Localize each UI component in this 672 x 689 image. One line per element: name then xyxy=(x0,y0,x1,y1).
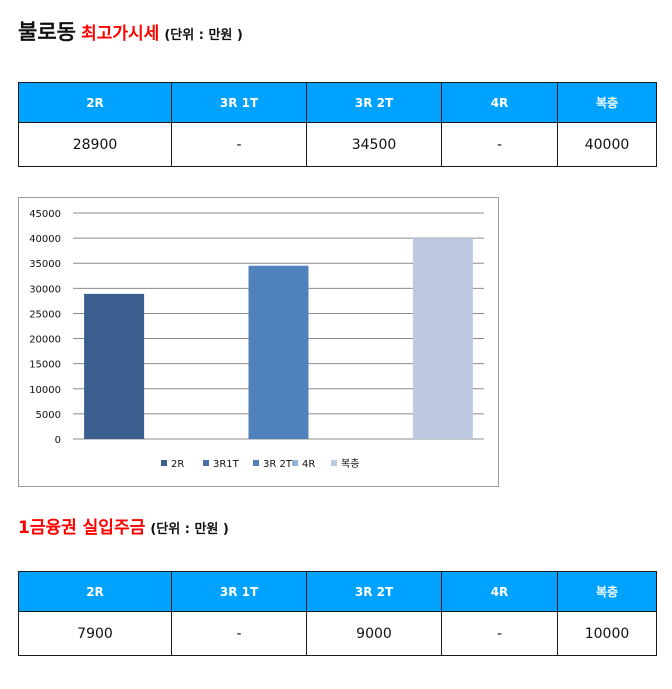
table-cell: 9000 xyxy=(306,611,442,656)
legend-swatch xyxy=(331,460,337,466)
table-row: 28900 - 34500 - 40000 xyxy=(18,122,657,167)
section2-title: 1금융권 실입주금 xyxy=(18,518,146,538)
move-in-cost-table: 2R 3R 1T 3R 2T 4R 복층 7900 - 9000 - 10000 xyxy=(18,571,657,656)
table-cell: 28900 xyxy=(18,122,172,167)
chart-svg: 45000 40000 35000 30000 25000 20000 15000 10000… xyxy=(29,209,484,470)
price-bar-chart: 45000 40000 35000 30000 25000 20000 15000 10000… xyxy=(18,197,499,487)
table-cell: - xyxy=(171,611,307,656)
legend-swatch xyxy=(161,460,167,466)
y-tick-label: 20000 xyxy=(29,335,61,346)
bar-4 xyxy=(412,238,473,439)
bar-0 xyxy=(84,293,145,439)
section2-heading: 1금융권 실입주금 (단위 : 만원 ) xyxy=(18,513,229,538)
y-tick-label: 35000 xyxy=(29,259,61,270)
bar-2 xyxy=(248,265,309,439)
header-cell: 복층 xyxy=(557,82,657,123)
legend-label: 3R1T xyxy=(213,459,240,470)
header-cell: 2R xyxy=(18,571,172,612)
section1-unit: (단위 : 만원 ) xyxy=(164,28,243,43)
table-header-row: 2R 3R 1T 3R 2T 4R 복층 xyxy=(18,571,657,612)
table-header-row: 2R 3R 1T 3R 2T 4R 복층 xyxy=(18,82,657,123)
y-tick-label: 40000 xyxy=(29,234,61,245)
header-cell: 4R xyxy=(441,82,558,123)
y-tick-label: 5000 xyxy=(36,410,61,421)
header-cell: 2R xyxy=(18,82,172,123)
legend-label: 4R xyxy=(302,459,315,470)
table-row: 7900 - 9000 - 10000 xyxy=(18,611,657,656)
table-cell: 34500 xyxy=(306,122,442,167)
legend-swatch xyxy=(253,460,259,466)
table-cell: 40000 xyxy=(557,122,657,167)
table-cell: 7900 xyxy=(18,611,172,656)
section2-unit: (단위 : 만원 ) xyxy=(150,522,229,537)
y-tick-label: 25000 xyxy=(29,309,61,320)
header-cell: 복층 xyxy=(557,571,657,612)
legend-label: 2R xyxy=(171,459,184,470)
legend-label: 복층 xyxy=(341,458,359,470)
section1-title: 불로동 xyxy=(18,20,76,44)
header-cell: 4R xyxy=(441,571,558,612)
table-cell: - xyxy=(171,122,307,167)
header-cell: 3R 1T xyxy=(171,82,307,123)
legend-swatch xyxy=(203,460,209,466)
table-cell: - xyxy=(441,122,558,167)
header-cell: 3R 1T xyxy=(171,571,307,612)
y-tick-label: 10000 xyxy=(29,385,61,396)
y-tick-label: 15000 xyxy=(29,360,61,371)
legend-label: 3R 2T xyxy=(263,459,293,470)
y-tick-label: 45000 xyxy=(29,209,61,220)
table-cell: 10000 xyxy=(557,611,657,656)
section1-subtitle: 최고가시세 xyxy=(81,24,160,44)
header-cell: 3R 2T xyxy=(306,82,442,123)
y-tick-label: 30000 xyxy=(29,284,61,295)
section1-heading: 불로동 최고가시세 (단위 : 만원 ) xyxy=(18,16,243,46)
legend-swatch xyxy=(292,460,298,466)
table-cell: - xyxy=(441,611,558,656)
header-cell: 3R 2T xyxy=(306,571,442,612)
y-tick-label: 0 xyxy=(55,435,61,446)
max-price-table: 2R 3R 1T 3R 2T 4R 복층 28900 - 34500 - 400… xyxy=(18,82,657,167)
